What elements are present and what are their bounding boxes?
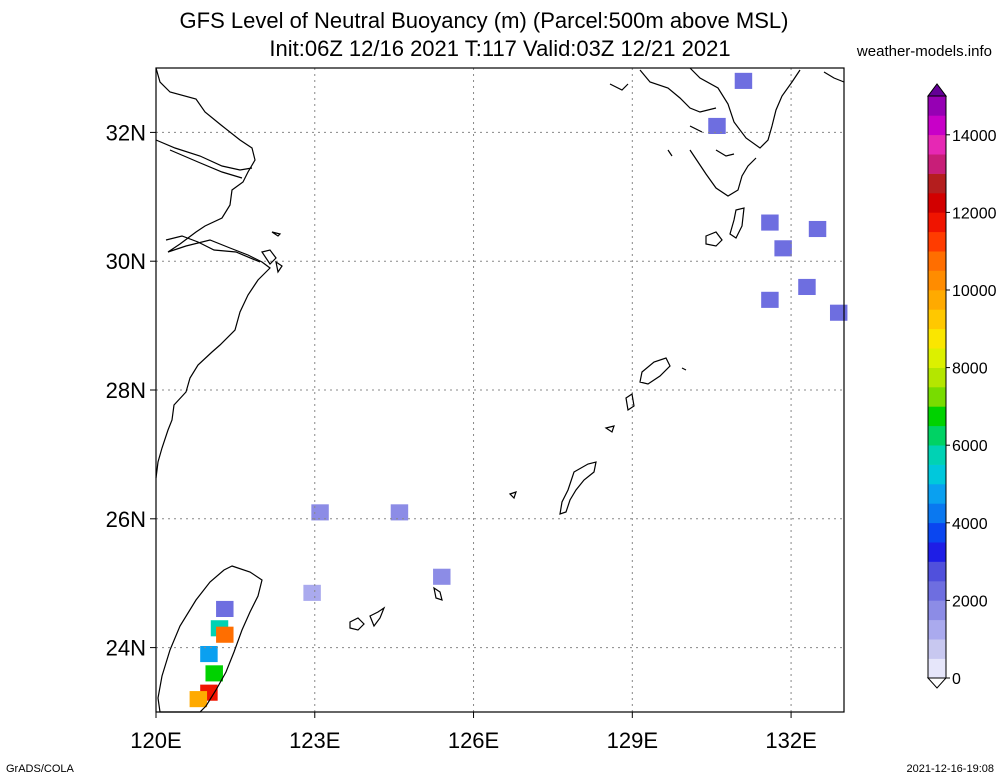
- lnb-cell: [200, 645, 218, 663]
- footer-timestamp: 2021-12-16-19:08: [906, 763, 994, 775]
- lat-tick-label: 26N: [106, 507, 146, 532]
- okinoerabu: [604, 425, 615, 433]
- yangtze-estuary: [155, 139, 253, 179]
- tokunoshima: [625, 392, 635, 412]
- lat-tick-label: 24N: [106, 636, 146, 661]
- lnb-cell: [216, 626, 234, 643]
- hangzhou-bay: [165, 235, 261, 263]
- colorbar-segment: [928, 96, 946, 116]
- colorbar-segment: [928, 406, 946, 427]
- lnb-cell: [734, 72, 753, 89]
- colorbar-label: 6000: [952, 438, 988, 455]
- colorbar-segment: [928, 309, 946, 330]
- lnb-cell: [761, 291, 779, 308]
- lon-tick-label: 120E: [130, 728, 181, 753]
- ishigaki-iriomote: [349, 606, 386, 631]
- lnb-cell: [798, 278, 816, 296]
- lon-tick-label: 129E: [607, 728, 658, 753]
- miyako: [433, 586, 443, 601]
- colorbar-segment: [928, 134, 946, 155]
- colorbar-segment: [928, 581, 946, 601]
- lnb-cell: [216, 600, 234, 618]
- colorbar-segment: [928, 484, 946, 504]
- colorbar-segment: [928, 290, 946, 310]
- chart-subtitle: Init:06Z 12/16 2021 T:117 Valid:03Z 12/2…: [269, 36, 731, 61]
- lat-tick-label: 32N: [106, 120, 146, 145]
- lat-tick-label: 30N: [106, 249, 146, 274]
- colorbar-label: 8000: [952, 361, 988, 378]
- colorbar-label: 4000: [952, 516, 988, 533]
- colorbar-segment: [928, 387, 946, 407]
- colorbar: 0 2000 4000 6000 8000 10000 12000 14000: [926, 83, 997, 689]
- tanegashima: [729, 207, 745, 239]
- lnb-cell: [390, 504, 409, 521]
- colorbar-max-cap: [927, 83, 947, 97]
- colorbar-segment: [928, 251, 946, 271]
- colorbar-outline: [927, 95, 947, 679]
- colorbar-segment: [928, 561, 946, 582]
- shikoku-edge: [823, 71, 845, 83]
- colorbar-segment: [928, 522, 946, 543]
- axis-ticks: 120E 123E 126E 129E 132E 24N 26N 28N 30N 32N: [106, 120, 817, 753]
- okinawa: [559, 461, 597, 515]
- colorbar-label: 0: [952, 671, 961, 688]
- lnb-cell: [808, 220, 827, 238]
- colorbar-min-cap: [926, 677, 948, 689]
- zhoushan-isles: [261, 231, 283, 274]
- lnb-cell: [189, 691, 208, 708]
- colorbar-segment: [928, 367, 946, 388]
- colorbar-segment: [928, 542, 946, 562]
- lnb-cell: [708, 117, 726, 135]
- colorbar-segment: [928, 328, 946, 349]
- colorbar-segment: [928, 270, 946, 291]
- colorbar-segment: [928, 115, 946, 136]
- colorbar-segment: [928, 619, 946, 640]
- footer-software: GrADS/COLA: [6, 763, 74, 775]
- lnb-cell: [761, 214, 779, 231]
- lnb-cell: [829, 304, 848, 321]
- colorbar-segment: [928, 348, 946, 368]
- kyushu: [689, 67, 801, 197]
- coastlines: [155, 67, 845, 713]
- site-credit: weather-models.info: [856, 43, 992, 60]
- colorbar-segment: [928, 193, 946, 213]
- lon-tick-label: 126E: [448, 728, 499, 753]
- colorbar-label: 10000: [952, 283, 997, 300]
- colorbar-label: 12000: [952, 205, 997, 222]
- colorbar-label: 14000: [952, 128, 997, 145]
- colorbar-segment: [928, 231, 946, 252]
- colorbar-segment: [928, 464, 946, 485]
- kerama: [508, 491, 517, 500]
- colorbar-segment: [928, 154, 946, 174]
- colorbar-segment: [928, 600, 946, 621]
- amami: [639, 357, 687, 385]
- colorbar-label: 2000: [952, 593, 988, 610]
- colorbar-segment: [928, 212, 946, 233]
- lon-tick-label: 123E: [289, 728, 340, 753]
- lnb-cell: [433, 568, 451, 585]
- lnb-cells: [189, 72, 848, 708]
- colorbar-segment: [928, 425, 946, 446]
- china-coast: [155, 67, 271, 479]
- lnb-cell: [205, 665, 223, 682]
- colorbar-segment: [928, 639, 946, 659]
- lnb-cell: [303, 584, 321, 601]
- lat-tick-label: 28N: [106, 378, 146, 403]
- kyushu-west: [609, 69, 717, 157]
- chart-title: GFS Level of Neutral Buoyancy (m) (Parce…: [179, 8, 789, 33]
- colorbar-segment: [928, 658, 946, 679]
- lnb-cell: [311, 504, 329, 521]
- colorbar-segment: [928, 503, 946, 524]
- yakushima: [705, 231, 723, 247]
- colorbar-segment: [928, 173, 946, 194]
- lnb-cell: [774, 240, 792, 257]
- lat-lon-grid: [156, 68, 844, 712]
- colorbar-segment: [928, 445, 946, 465]
- lon-tick-label: 132E: [765, 728, 816, 753]
